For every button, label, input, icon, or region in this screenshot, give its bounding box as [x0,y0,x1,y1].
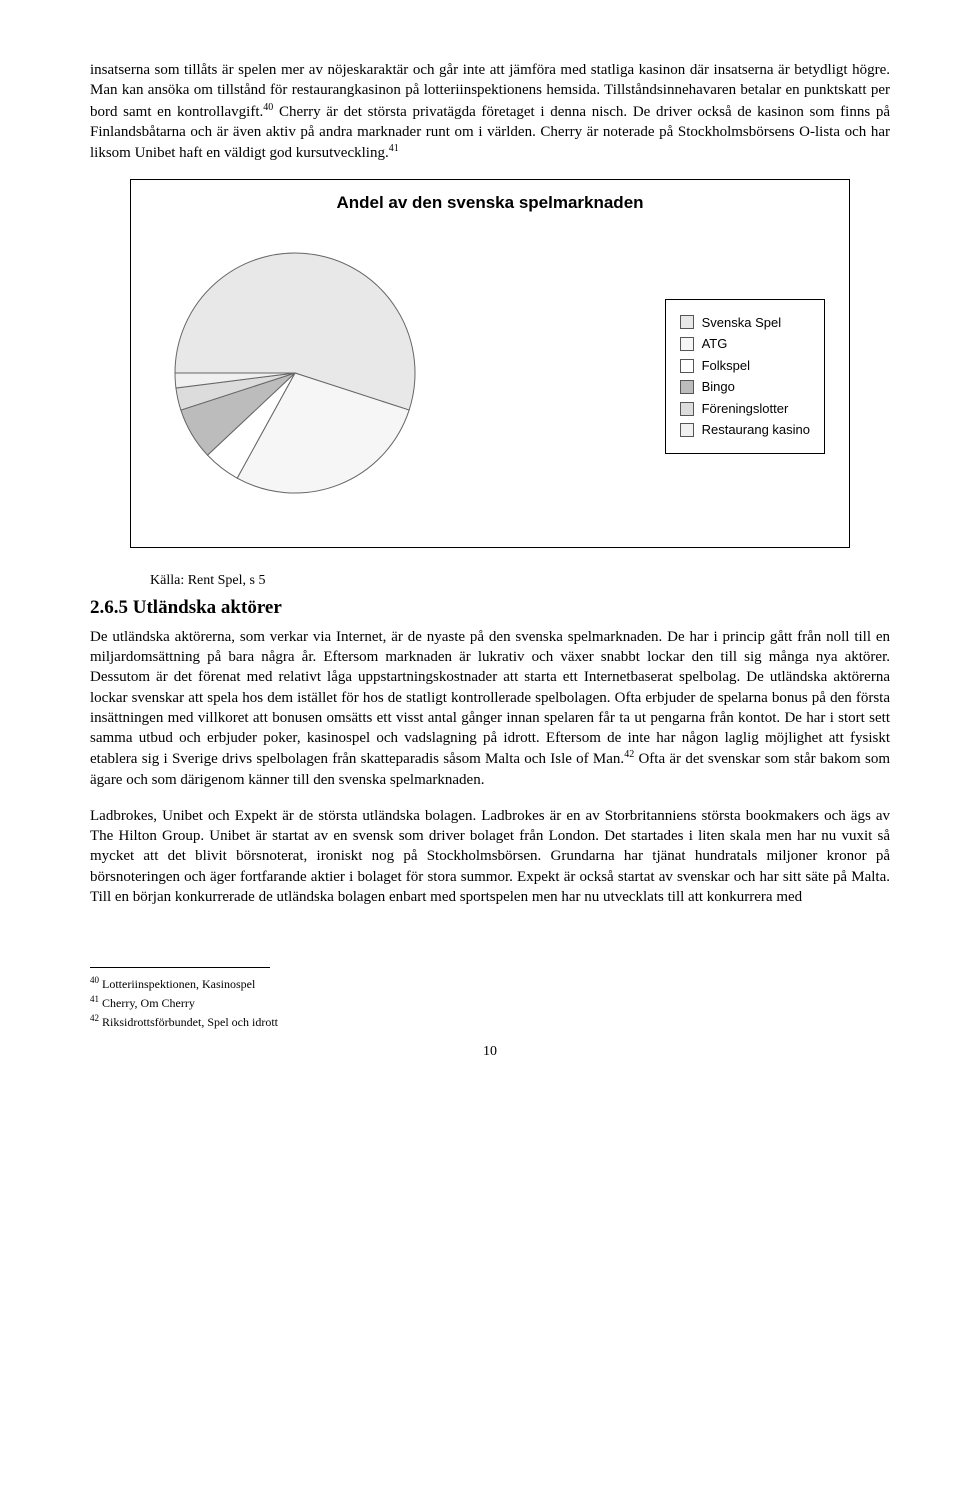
footnotes-separator [90,967,270,968]
legend-label: Föreningslotter [702,400,789,418]
chart-source: Källa: Rent Spel, s 5 [150,572,890,591]
legend-swatch [680,423,694,437]
legend-item: Föreningslotter [680,400,810,418]
legend-label: Svenska Spel [702,314,782,332]
footnote-num-42: 42 [90,1013,99,1023]
paragraph-3: Ladbrokes, Unibet och Expekt är de störs… [90,806,890,907]
pie-svg [155,233,435,513]
chart-body: Svenska Spel ATG Folkspel Bingo Föreningslot… [147,233,833,519]
legend-swatch [680,359,694,373]
legend-label: Folkspel [702,357,750,375]
section-heading: 2.6.5 Utländska aktörer [90,595,890,621]
footnote-41: 41 Cherry, Om Cherry [90,993,890,1012]
chart-legend: Svenska Spel ATG Folkspel Bingo Föreningslot… [665,299,825,454]
paragraph-2: De utländska aktörerna, som verkar via I… [90,627,890,790]
legend-item: Folkspel [680,357,810,375]
legend-swatch [680,380,694,394]
footnote-ref-40: 40 [263,102,273,113]
pie-chart-container: Andel av den svenska spelmarknaden Svens… [130,179,850,548]
legend-swatch [680,315,694,329]
footnote-text-42: Riksidrottsförbundet, Spel och idrott [99,1015,278,1029]
legend-swatch [680,402,694,416]
pie-chart [155,233,435,519]
legend-item: Restaurang kasino [680,421,810,439]
footnote-num-41: 41 [90,994,99,1004]
legend-item: Svenska Spel [680,314,810,332]
footnote-text-41: Cherry, Om Cherry [99,996,195,1010]
legend-swatch [680,337,694,351]
legend-label: Restaurang kasino [702,421,810,439]
footnote-num-40: 40 [90,975,99,985]
legend-label: Bingo [702,378,735,396]
legend-item: ATG [680,335,810,353]
legend-label: ATG [702,335,728,353]
footnote-42: 42 Riksidrottsförbundet, Spel och idrott [90,1012,890,1031]
footnote-text-40: Lotteriinspektionen, Kasinospel [99,977,255,991]
chart-title: Andel av den svenska spelmarknaden [147,192,833,215]
legend-item: Bingo [680,378,810,396]
para2-text-a: De utländska aktörerna, som verkar via I… [90,629,890,768]
paragraph-1: insatserna som tillåts är spelen mer av … [90,60,890,163]
footnote-ref-42: 42 [624,749,634,760]
footnote-40: 40 Lotteriinspektionen, Kasinospel [90,974,890,993]
page-number: 10 [90,1043,890,1062]
footnote-ref-41: 41 [389,143,399,154]
